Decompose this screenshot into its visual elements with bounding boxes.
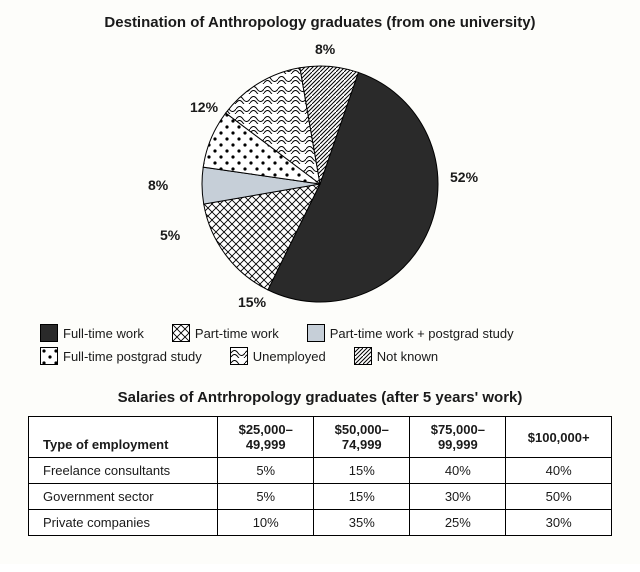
legend-label: Full-time work (63, 326, 144, 341)
table-row-label: Private companies (29, 510, 218, 536)
table-cell: 35% (314, 510, 410, 536)
table-row: Freelance consultants5%15%40%40% (29, 458, 612, 484)
legend-item-unemployed: Unemployed (230, 347, 326, 365)
swatch-fulltime-work (40, 324, 58, 342)
legend-item-pt-plus-study: Part-time work + postgrad study (307, 324, 514, 342)
swatch-ft-postgrad (40, 347, 58, 365)
table-cell: 15% (314, 484, 410, 510)
table-row-label: Freelance consultants (29, 458, 218, 484)
table-cell: 5% (218, 484, 314, 510)
swatch-parttime-work (172, 324, 190, 342)
pie-pct-fulltime-work: 52% (450, 169, 478, 185)
legend-item-fulltime-work: Full-time work (40, 324, 144, 342)
table-cell: 15% (314, 458, 410, 484)
table-cell: 30% (506, 510, 612, 536)
table-row: Private companies10%35%25%30% (29, 510, 612, 536)
table-cell: 40% (506, 458, 612, 484)
pie-pct-parttime-work: 15% (238, 294, 266, 310)
table-col-1: $50,000– 74,999 (314, 417, 410, 458)
pie-title: Destination of Anthropology graduates (f… (28, 14, 612, 31)
table-title: Salaries of Antrhropology graduates (aft… (28, 389, 612, 406)
salary-table: Type of employment $25,000– 49,999 $50,0… (28, 416, 612, 536)
pie-pct-not-known: 8% (315, 41, 335, 57)
table-col-2: $75,000– 99,999 (410, 417, 506, 458)
page: Destination of Anthropology graduates (f… (0, 0, 640, 564)
swatch-not-known (354, 347, 372, 365)
table-col-3: $100,000+ (506, 417, 612, 458)
legend-label: Part-time work + postgrad study (330, 326, 514, 341)
legend-label: Part-time work (195, 326, 279, 341)
legend-item-not-known: Not known (354, 347, 438, 365)
swatch-pt-plus-study (307, 324, 325, 342)
table-row-label: Government sector (29, 484, 218, 510)
table-cell: 30% (410, 484, 506, 510)
legend-label: Not known (377, 349, 438, 364)
table-cell: 25% (410, 510, 506, 536)
pie-legend: Full-time work Part-time work Part-time … (40, 324, 600, 365)
legend-label: Unemployed (253, 349, 326, 364)
pie-pct-pt-plus-study: 5% (160, 227, 180, 243)
table-header-row: Type of employment $25,000– 49,999 $50,0… (29, 417, 612, 458)
table-cell: 50% (506, 484, 612, 510)
table-cell: 10% (218, 510, 314, 536)
pie-chart: 52% 15% 5% 8% 12% 8% (40, 39, 600, 319)
table-col-0: $25,000– 49,999 (218, 417, 314, 458)
legend-label: Full-time postgrad study (63, 349, 202, 364)
swatch-unemployed (230, 347, 248, 365)
pie-pct-unemployed: 12% (190, 99, 218, 115)
table-cell: 5% (218, 458, 314, 484)
table-row: Government sector5%15%30%50% (29, 484, 612, 510)
table-rowheader-label: Type of employment (29, 417, 218, 458)
legend-item-ft-postgrad: Full-time postgrad study (40, 347, 202, 365)
legend-item-parttime-work: Part-time work (172, 324, 279, 342)
table-cell: 40% (410, 458, 506, 484)
pie-pct-ft-postgrad: 8% (148, 177, 168, 193)
